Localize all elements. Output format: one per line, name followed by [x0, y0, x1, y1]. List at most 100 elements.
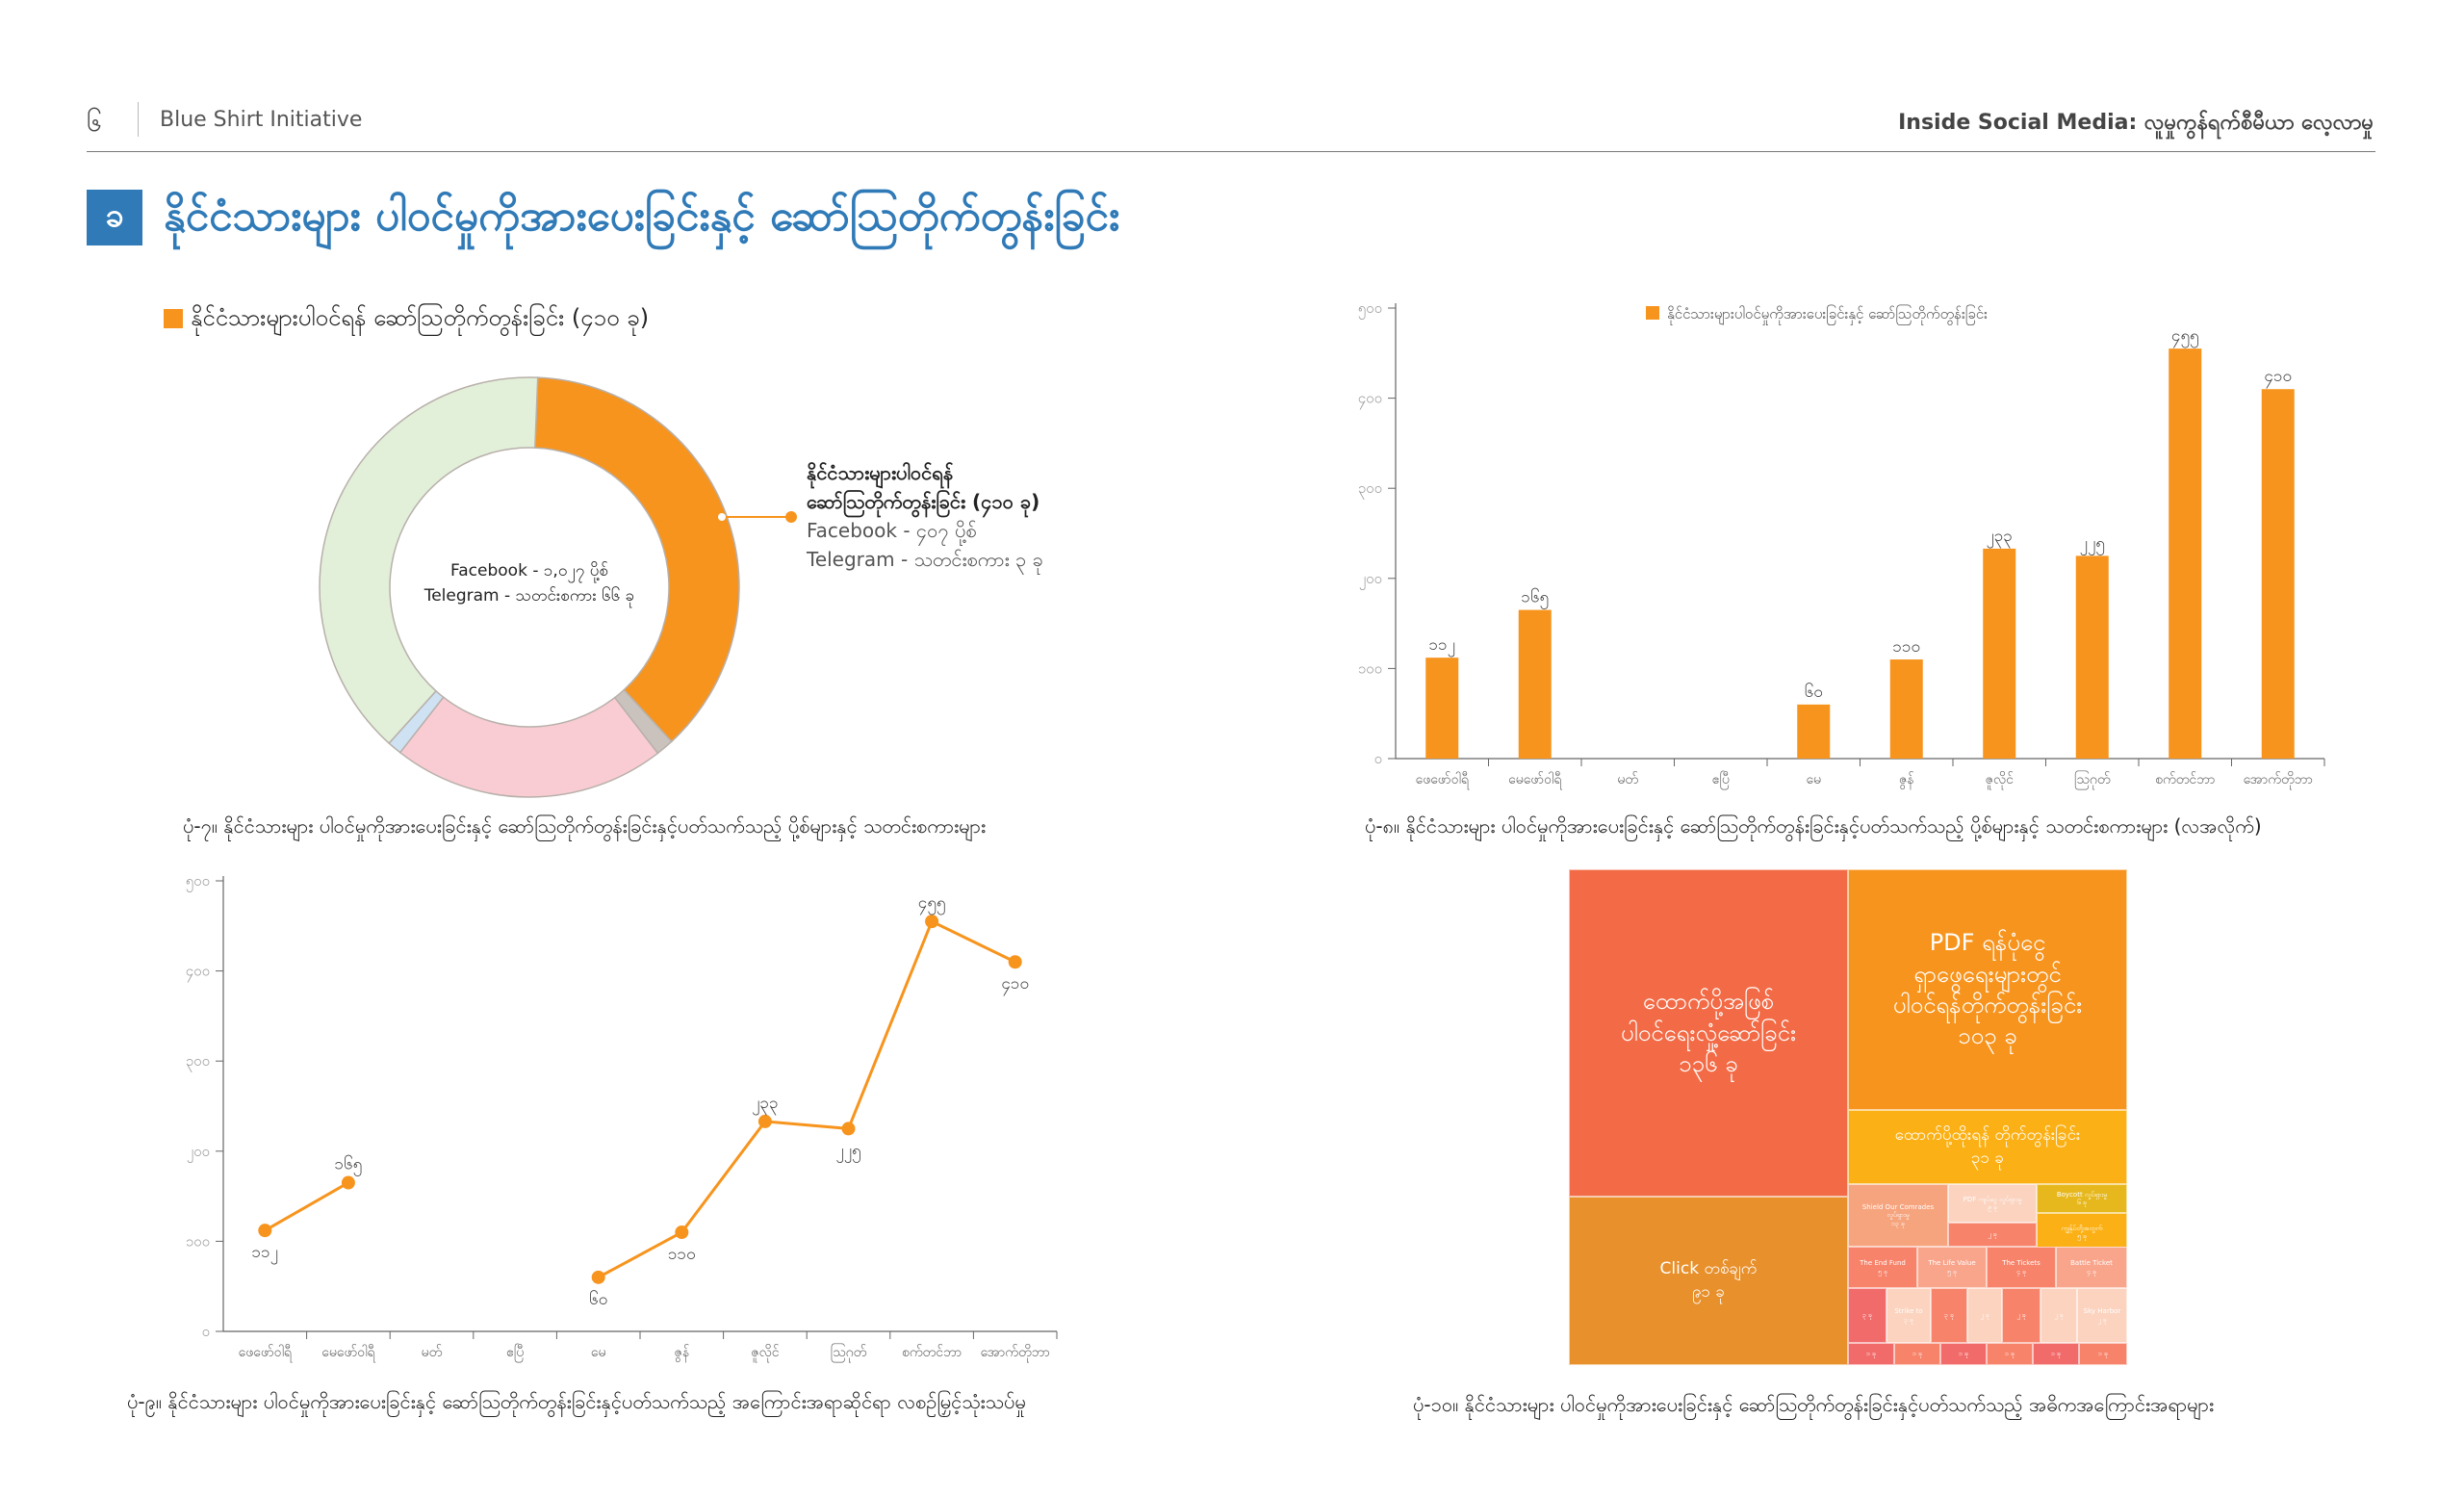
treemap-cell: PDF ရန်ပုံငွေ ရှာဖွေရေးများတွင် ပါဝင်ရန်…	[1848, 869, 2127, 1110]
line-point	[925, 915, 939, 929]
line-x-tick-label: မတ်	[422, 1345, 443, 1360]
treemap-cell: ၁ ခု	[1894, 1343, 1940, 1365]
donut-slice	[398, 696, 659, 798]
page-number: ၆	[87, 106, 102, 138]
callout-line4: Telegram - သတင်းစကား ၃ ခု	[807, 548, 1043, 571]
bar-value-label: ၆၀	[1805, 682, 1823, 702]
treemap-cell: Boycott လှုပ်ရှားမှု ၆ ခု	[2037, 1184, 2127, 1213]
treemap-cell: The Life Value ၅ ခု	[1917, 1247, 1987, 1288]
treemap-cell: The End Fund ၅ ခု	[1848, 1247, 1917, 1288]
treemap-cell: ၁ ခု	[2079, 1343, 2127, 1365]
bar	[1518, 609, 1552, 759]
bar-y-tick-label: ၅၀၀	[1358, 299, 1382, 320]
treemap-cell: ၃ ခု	[1931, 1288, 1967, 1343]
report-title: Inside Social Media: လူမှုကွန်ရက်စီမီယာ …	[1898, 111, 2374, 135]
line-y-tick-label: ၅၀၀	[186, 872, 210, 892]
bar-value-label: ၁၆၅	[1521, 587, 1549, 610]
bar	[2075, 555, 2109, 759]
treemap-cell: ၂ ခု	[1967, 1288, 2002, 1343]
bar-x-tick-label: ဩဂုတ်	[2074, 771, 2111, 789]
line-x-tick-label: မေ	[591, 1345, 606, 1360]
treemap-cell: ထောက်ပို့ထိုးရန် တိုက်တွန်းခြင်း ၃၁ ခု	[1848, 1110, 2127, 1184]
section-badge: ခ	[87, 190, 142, 245]
donut-slice	[319, 376, 539, 745]
bar-x-tick-label: မေဖော်ဝါရီ	[1508, 772, 1562, 789]
callout-line1: နိုင်ငံသားများပါဝင်ရန်	[807, 461, 954, 484]
line-y-tick-label: ၁၀၀	[186, 1232, 210, 1250]
bar-y-tick-label: ၀	[1374, 750, 1382, 767]
donut-center-line2: Telegram - သတင်းစကား ၆၆ ခု	[424, 586, 635, 606]
bar-x-tick-label: မတ်	[1617, 772, 1638, 787]
bar-x-tick-label: ဇူလိုင်	[1986, 772, 2014, 789]
treemap-chart: ထောက်ပို့အဖြစ် ပါဝင်ရေးလှုံ့ဆော်ခြင်း ၁၃…	[1569, 869, 2127, 1365]
line-value-label: ၂၂၅	[835, 1141, 860, 1163]
legend-swatch	[164, 309, 183, 328]
line-x-tick-label: မေဖော်ဝါရီ	[321, 1345, 375, 1362]
figure-7-caption: ပုံ-၇။ နိုင်ငံသားများ ပါဝင်မှုကိုအားပေးခ…	[183, 814, 987, 838]
line-value-label: ၆၀	[589, 1289, 607, 1309]
treemap-cell: ၁ ခု	[1987, 1343, 2033, 1365]
bar	[2261, 389, 2295, 759]
treemap-cell: ၂ ခု	[2002, 1288, 2040, 1343]
figure-9-caption: ပုံ-၉။ နိုင်ငံသားများ ပါဝင်မှုကိုအားပေးခ…	[127, 1390, 1026, 1413]
line-value-label: ၁၁၀	[668, 1245, 696, 1264]
line-y-tick-label: ၄၀၀	[186, 963, 210, 983]
treemap-cell: ကျွန်ုပ်တို့အတွက် ၅ ခု	[2037, 1213, 2127, 1251]
line-value-label: ၁၁၂	[252, 1243, 278, 1265]
bar-value-label: ၄၁၀	[2264, 367, 2292, 389]
line-point	[675, 1225, 689, 1240]
bar-value-label: ၂၂၅	[2080, 533, 2105, 555]
treemap-cell: ၂ ခု	[2040, 1288, 2077, 1343]
bar	[1889, 659, 1923, 759]
treemap-cell: ၃ ခု	[1848, 1288, 1886, 1343]
bar-x-tick-label: ဧပြီ	[1712, 772, 1730, 789]
bar-y-tick-label: ၄၀၀	[1358, 390, 1382, 410]
line-y-tick-label: ၃၀၀	[186, 1052, 210, 1072]
line-point	[591, 1270, 605, 1284]
bar-y-tick-label: ၂၀၀	[1359, 570, 1382, 590]
donut-chart	[319, 376, 740, 798]
donut-slice	[534, 376, 740, 743]
treemap-cell: ထောက်ပို့အဖြစ် ပါဝင်ရေးလှုံ့ဆော်ခြင်း ၁၃…	[1569, 869, 1848, 1197]
section-title: နိုင်ငံသားများ ပါဝင်မှုကိုအားပေးခြင်းနှင…	[164, 192, 1120, 241]
line-point	[841, 1122, 856, 1136]
treemap-cell: ၂ ခု	[1948, 1223, 2037, 1247]
line-x-tick-label: ဇွန်	[675, 1345, 690, 1362]
treemap-cell: PDF ကျပ်ငွေ လှုပ်ရှားမှု ၉ ခု	[1948, 1184, 2037, 1223]
donut-legend-label: နိုင်ငံသားများပါဝင်ရန် ဆော်သြတိုက်တွန်းခ…	[191, 304, 650, 331]
line-value-label: ၂၃၃	[752, 1094, 778, 1116]
line-point	[757, 1114, 772, 1128]
line-x-tick-label: ဇူလိုင်	[751, 1345, 779, 1362]
treemap-cell: Strike to ၃ ခု	[1886, 1288, 1931, 1343]
figure-10-caption: ပုံ-၁၀။ နိုင်ငံသားများ ပါဝင်မှုကိုအားပေး…	[1413, 1393, 2215, 1416]
line-x-tick-label: ဩဂုတ်	[831, 1344, 867, 1362]
header-divider-vertical	[138, 102, 139, 137]
figure-8-caption: ပုံ-၈။ နိုင်ငံသားများ ပါဝင်မှုကိုအားပေးခ…	[1365, 814, 2262, 838]
treemap-cell: ၁ ခု	[1848, 1343, 1894, 1365]
line-point	[341, 1175, 355, 1190]
treemap-cell: Click တစ်ချက် ၉၁ ခု	[1569, 1197, 1848, 1365]
donut-callout-leader	[718, 511, 797, 523]
line-point	[1008, 955, 1022, 969]
treemap-cell: ၁ ခု	[1940, 1343, 1987, 1365]
treemap-cell: Sky Harbor ၂ ခု	[2077, 1288, 2127, 1343]
bar-legend-label: နိုင်ငံသားများပါဝင်မှုကိုအားပေးခြင်းနှင့…	[1667, 304, 1988, 325]
header-rule	[87, 151, 2375, 152]
bar-y-tick-label: ၁၀၀	[1358, 659, 1382, 677]
line-y-tick-label: ၀	[202, 1323, 210, 1340]
line-value-label: ၁၆၅	[335, 1154, 363, 1177]
line-x-tick-label: ဧပြီ	[506, 1345, 524, 1362]
treemap-cell: Shield Our Comrades လှုပ်ရှားမှု ၁၃ ခု	[1848, 1184, 1948, 1247]
line-series	[597, 919, 1016, 1279]
bar-value-label: ၄၅၅	[2171, 326, 2199, 348]
donut-legend: နိုင်ငံသားများပါဝင်ရန် ဆော်သြတိုက်တွန်းခ…	[164, 302, 649, 337]
page-header: ၆ Blue Shirt Initiative Inside Social Me…	[0, 0, 2464, 154]
bar-x-tick-label: စက်တင်ဘာ	[2155, 772, 2215, 787]
line-series	[264, 1181, 349, 1232]
callout-line2: ဆော်သြတိုက်တွန်းခြင်း (၄၁၀ ခု)	[807, 490, 1040, 513]
line-value-label: ၄၁၀	[1001, 974, 1029, 996]
line-point	[258, 1224, 272, 1238]
bar	[1797, 704, 1831, 759]
line-x-tick-label: ဖေဖော်ဝါရီ	[239, 1345, 293, 1362]
bar	[1983, 548, 2016, 759]
